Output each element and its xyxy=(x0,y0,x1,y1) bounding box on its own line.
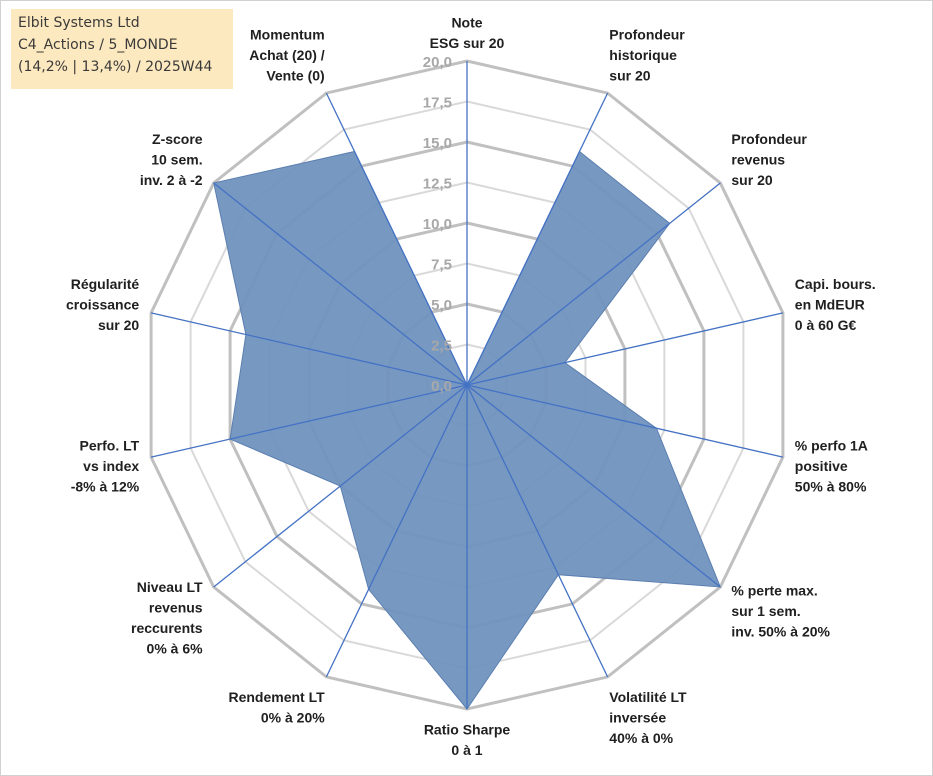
axis-label-4-line-0: % perfo 1A xyxy=(795,437,868,453)
axis-label-9: Niveau LT revenus reccurents 0% à 6% xyxy=(131,579,203,657)
axis-label-4-line-2: 50% à 80% xyxy=(795,478,867,494)
company-name: Elbit Systems Ltd xyxy=(18,15,140,31)
axis-label-10: Perfo. LT vs index -8% à 12% xyxy=(71,437,140,494)
performance-week-label: (14,2% | 13,4%) / 2025W44 xyxy=(18,59,213,75)
category-label: C4_Actions / 5_MONDE xyxy=(18,37,178,53)
axis-label-2: Profondeur revenus sur 20 xyxy=(731,131,807,188)
spoke-4 xyxy=(466,384,784,458)
axis-label-6: Volatilité LT inversée 40% à 0% xyxy=(609,689,687,746)
axis-label-1-line-0: Profondeur xyxy=(609,27,685,43)
spoke-6 xyxy=(466,384,609,678)
axis-label-8-line-0: Rendement LT xyxy=(228,689,325,705)
tick-label-0: 0,0 xyxy=(431,378,452,395)
tick-label-8: 20,0 xyxy=(423,54,452,71)
axis-label-1-line-1: historique xyxy=(609,47,677,63)
axis-label-11: Régularité croissance sur 20 xyxy=(66,276,139,333)
axis-label-5: % perte max. sur 1 sem. inv. 50% à 20% xyxy=(731,582,830,639)
axis-label-9-line-1: revenus xyxy=(149,600,203,616)
axis-label-10-line-2: -8% à 12% xyxy=(71,478,140,494)
axis-label-6-line-0: Volatilité LT xyxy=(609,689,687,705)
axis-label-3-line-2: 0 à 60 G€ xyxy=(795,317,857,333)
spoke-12 xyxy=(213,182,468,386)
axis-label-0: Note ESG sur 20 xyxy=(430,15,505,52)
axis-label-11-line-1: croissance xyxy=(66,297,139,313)
axis-label-10-line-0: Perfo. LT xyxy=(80,437,140,453)
tick-label-4: 10,0 xyxy=(423,216,452,233)
tick-label-2: 5,0 xyxy=(431,297,452,314)
axis-label-1-line-2: sur 20 xyxy=(609,68,650,84)
axis-label-9-line-3: 0% à 6% xyxy=(147,641,204,657)
axis-label-4-line-1: positive xyxy=(795,458,848,474)
spoke-2 xyxy=(466,182,721,386)
axis-label-12-line-1: 10 sem. xyxy=(151,152,202,168)
tick-label-3: 7,5 xyxy=(431,257,452,274)
spoke-3 xyxy=(466,312,784,386)
tick-label-6: 15,0 xyxy=(423,135,452,152)
tick-label-7: 17,5 xyxy=(423,95,452,112)
axis-label-5-line-2: inv. 50% à 20% xyxy=(731,623,830,639)
axis-label-8: Rendement LT 0% à 20% xyxy=(228,689,325,726)
axis-labels: Note ESG sur 20 Profondeur historique sur 20… xyxy=(66,15,876,759)
axis-label-11-line-0: Régularité xyxy=(71,276,140,292)
axis-label-7-line-1: 0 à 1 xyxy=(451,742,482,758)
axis-label-13: Momentum Achat (20) / Vente (0) xyxy=(249,27,325,84)
spoke-8 xyxy=(325,384,468,678)
axis-label-13-line-1: Achat (20) / xyxy=(249,47,325,63)
axis-label-3-line-1: en MdEUR xyxy=(795,297,865,313)
axis-label-0-line-0: Note xyxy=(451,15,482,31)
tick-label-5: 12,5 xyxy=(423,176,452,193)
radial-tick-labels: 0,0 2,5 5,0 7,5 10,0 12,5 15,0 17,5 20,0 xyxy=(423,54,452,395)
axis-label-12-line-0: Z-score xyxy=(152,131,203,147)
radar-spokes xyxy=(150,61,784,709)
axis-label-8-line-1: 0% à 20% xyxy=(261,710,325,726)
spoke-10 xyxy=(150,384,468,458)
axis-label-2-line-2: sur 20 xyxy=(731,172,772,188)
axis-label-3-line-0: Capi. bours. xyxy=(795,276,876,292)
spoke-1 xyxy=(466,92,609,386)
axis-label-13-line-0: Momentum xyxy=(250,27,325,43)
tick-label-1: 2,5 xyxy=(431,338,452,355)
axis-label-11-line-2: sur 20 xyxy=(98,317,139,333)
axis-label-7: Ratio Sharpe 0 à 1 xyxy=(424,722,511,759)
axis-label-13-line-2: Vente (0) xyxy=(266,68,324,84)
axis-label-5-line-1: sur 1 sem. xyxy=(731,603,800,619)
axis-label-9-line-0: Niveau LT xyxy=(137,579,203,595)
spoke-11 xyxy=(150,312,468,386)
spoke-9 xyxy=(213,384,468,588)
axis-label-10-line-1: vs index xyxy=(83,458,139,474)
spoke-13 xyxy=(325,92,468,386)
axis-label-4: % perfo 1A positive 50% à 80% xyxy=(795,437,868,494)
axis-label-6-line-1: inversée xyxy=(609,710,666,726)
axis-label-3: Capi. bours. en MdEUR 0 à 60 G€ xyxy=(795,276,876,333)
axis-label-5-line-0: % perte max. xyxy=(731,582,817,598)
axis-label-2-line-0: Profondeur xyxy=(731,131,807,147)
stock-info-box: Elbit Systems Ltd C4_Actions / 5_MONDE (… xyxy=(11,9,233,89)
axis-label-6-line-2: 40% à 0% xyxy=(609,730,673,746)
axis-label-7-line-0: Ratio Sharpe xyxy=(424,722,511,738)
axis-label-2-line-1: revenus xyxy=(731,152,785,168)
axis-label-0-line-1: ESG sur 20 xyxy=(430,35,505,51)
axis-label-1: Profondeur historique sur 20 xyxy=(609,27,685,84)
axis-label-9-line-2: reccurents xyxy=(131,620,203,636)
spoke-5 xyxy=(466,384,721,588)
axis-label-12-line-2: inv. 2 à -2 xyxy=(140,172,203,188)
axis-label-12: Z-score 10 sem. inv. 2 à -2 xyxy=(140,131,203,188)
